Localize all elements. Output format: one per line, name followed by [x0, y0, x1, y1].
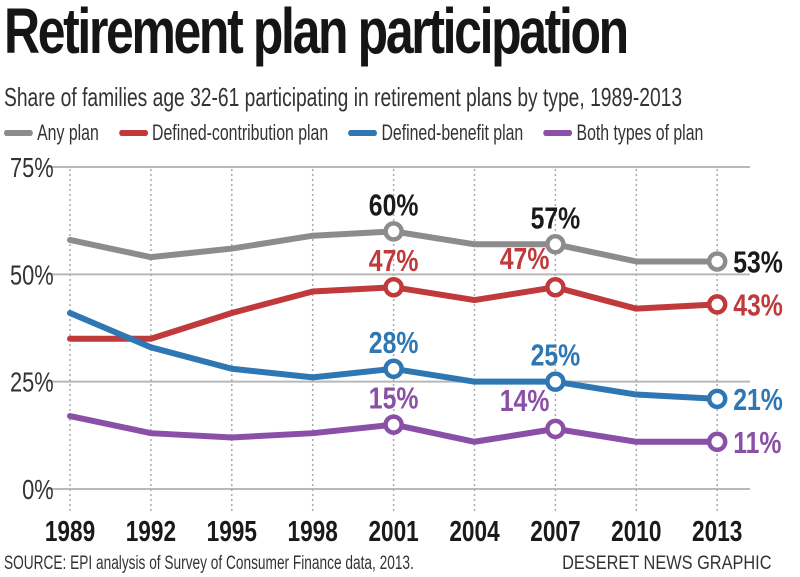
x-tick-label: 1992: [126, 514, 176, 547]
x-tick-label: 2007: [530, 514, 580, 547]
x-tick-label: 1995: [207, 514, 257, 547]
y-tick-label: 0%: [22, 474, 54, 505]
legend-label-both-types: Both types of plan: [576, 120, 704, 145]
data-label: 15%: [369, 381, 419, 415]
x-tick-label: 2004: [449, 514, 500, 547]
legend: Any plan Defined-contribution plan Defin…: [4, 118, 723, 148]
data-marker: [383, 358, 404, 380]
x-tick-label: 1989: [45, 514, 95, 547]
data-label: 53%: [733, 245, 783, 279]
legend-item-both-types: Both types of plan: [543, 120, 703, 146]
data-label: 14%: [500, 383, 550, 417]
y-tick-label: 25%: [10, 367, 54, 398]
chart-subtitle: Share of families age 32-61 participatin…: [4, 82, 683, 112]
x-tick-label: 1998: [288, 514, 338, 547]
data-label: 21%: [733, 382, 783, 416]
credit-note: DESERET NEWS GRAPHIC: [562, 553, 772, 574]
data-label: 47%: [369, 244, 419, 278]
x-tick-label: 2010: [611, 514, 661, 547]
legend-item-any-plan: Any plan: [4, 120, 99, 146]
data-marker: [545, 418, 566, 440]
data-label: 47%: [500, 242, 550, 276]
legend-item-defined-contribution: Defined-contribution plan: [118, 120, 329, 146]
data-label: 43%: [733, 288, 783, 322]
chart-title: Retirement plan participation: [4, 0, 629, 67]
legend-swatch-defined-benefit: [348, 130, 378, 136]
data-marker: [545, 276, 566, 298]
legend-label-defined-contribution: Defined-contribution plan: [152, 120, 329, 145]
data-label: 28%: [369, 325, 419, 359]
data-marker: [383, 276, 404, 298]
data-marker: [545, 371, 566, 392]
data-marker: [383, 221, 404, 242]
legend-item-defined-benefit: Defined-benefit plan: [348, 120, 523, 146]
legend-swatch-defined-contribution: [118, 130, 148, 136]
legend-swatch-any-plan: [4, 130, 33, 136]
x-tick-label: 2001: [368, 514, 418, 547]
x-tick-label: 2013: [692, 514, 742, 547]
data-marker: [706, 431, 728, 453]
data-label: 11%: [733, 425, 781, 459]
legend-label-any-plan: Any plan: [37, 120, 99, 145]
y-tick-label: 75%: [10, 152, 54, 183]
y-tick-label: 50%: [10, 260, 54, 291]
data-label: 25%: [531, 338, 581, 372]
data-marker: [545, 234, 566, 255]
legend-label-defined-benefit: Defined-benefit plan: [381, 120, 524, 145]
data-label: 60%: [369, 188, 419, 222]
data-marker: [706, 251, 728, 272]
data-marker: [383, 414, 404, 435]
source-note: SOURCE: EPI analysis of Survey of Consum…: [4, 553, 414, 574]
data-marker: [706, 294, 728, 315]
legend-swatch-both-types: [543, 130, 573, 136]
data-label: 57%: [531, 201, 581, 235]
data-marker: [706, 388, 728, 410]
